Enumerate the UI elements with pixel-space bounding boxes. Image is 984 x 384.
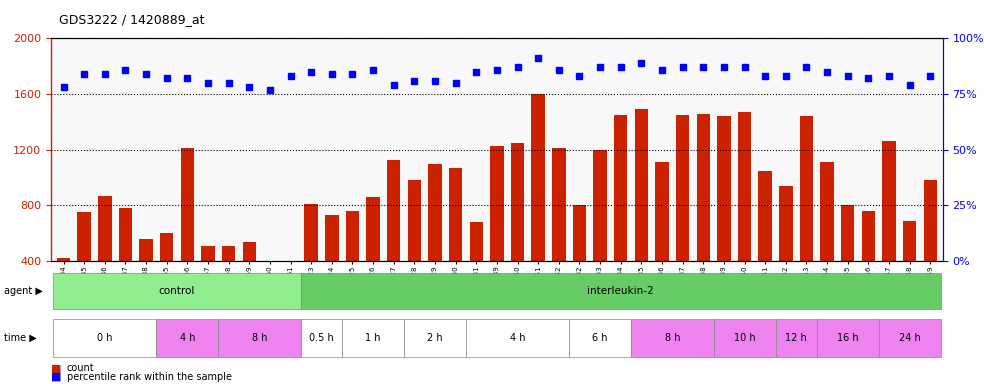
Bar	[676, 115, 690, 261]
Bar	[449, 168, 462, 261]
Bar	[387, 159, 400, 261]
Bar	[697, 114, 710, 261]
Text: 6 h: 6 h	[592, 333, 608, 343]
Bar	[490, 146, 504, 261]
Bar	[78, 212, 91, 261]
Text: 24 h: 24 h	[898, 333, 920, 343]
Bar	[655, 162, 669, 261]
Text: agent ▶: agent ▶	[4, 286, 43, 296]
Bar	[243, 242, 256, 261]
Text: control: control	[158, 286, 195, 296]
Text: count: count	[67, 363, 94, 373]
Bar	[841, 205, 854, 261]
Bar	[366, 197, 380, 261]
Bar	[511, 143, 524, 261]
Text: 8 h: 8 h	[664, 333, 680, 343]
Bar	[635, 109, 648, 261]
Text: 2 h: 2 h	[427, 333, 443, 343]
Bar	[304, 204, 318, 261]
Text: 0 h: 0 h	[97, 333, 112, 343]
Bar	[821, 162, 833, 261]
Bar	[283, 261, 297, 296]
Bar	[903, 221, 916, 261]
Text: 4 h: 4 h	[510, 333, 525, 343]
Text: percentile rank within the sample: percentile rank within the sample	[67, 372, 232, 382]
Bar	[222, 246, 235, 261]
Bar	[717, 116, 731, 261]
Text: 10 h: 10 h	[734, 333, 756, 343]
Bar	[407, 180, 421, 261]
Bar	[98, 196, 111, 261]
Bar	[531, 94, 545, 261]
Text: 0.5 h: 0.5 h	[309, 333, 334, 343]
Bar	[57, 258, 70, 261]
Text: ■: ■	[51, 363, 62, 373]
Bar	[263, 261, 277, 299]
Text: 16 h: 16 h	[837, 333, 859, 343]
Bar	[552, 148, 566, 261]
Text: 1 h: 1 h	[365, 333, 381, 343]
Bar	[428, 164, 442, 261]
Bar	[325, 215, 338, 261]
Text: ■: ■	[51, 372, 62, 382]
Bar	[738, 112, 751, 261]
Text: 8 h: 8 h	[252, 333, 268, 343]
Text: interleukin-2: interleukin-2	[587, 286, 654, 296]
Bar	[883, 141, 895, 261]
Text: GDS3222 / 1420889_at: GDS3222 / 1420889_at	[59, 13, 205, 26]
Bar	[119, 208, 132, 261]
Text: time ▶: time ▶	[4, 333, 36, 343]
Bar	[593, 150, 607, 261]
Text: 4 h: 4 h	[180, 333, 195, 343]
Bar	[924, 180, 937, 261]
Bar	[779, 186, 792, 261]
Bar	[862, 211, 875, 261]
Bar	[614, 115, 628, 261]
Bar	[140, 239, 153, 261]
Bar	[181, 148, 194, 261]
Bar	[573, 205, 586, 261]
Bar	[469, 222, 483, 261]
Bar	[800, 116, 813, 261]
Bar	[202, 246, 215, 261]
Bar	[759, 170, 771, 261]
Text: 12 h: 12 h	[785, 333, 807, 343]
Bar	[345, 211, 359, 261]
Bar	[160, 233, 173, 261]
